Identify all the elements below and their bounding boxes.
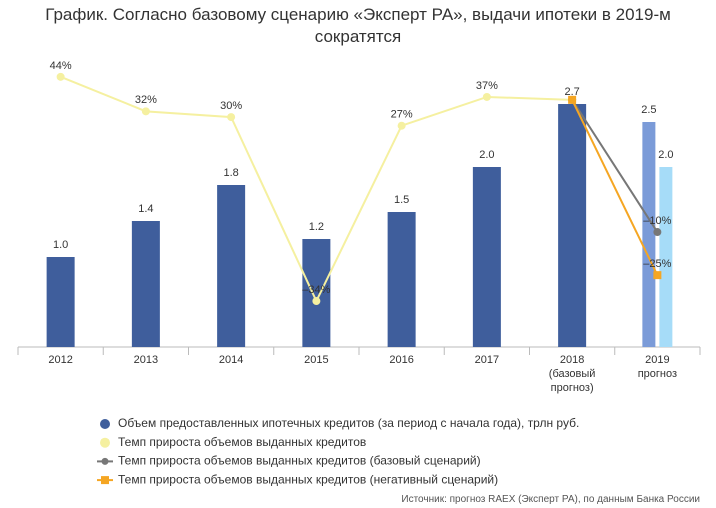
line-value-label: 30% — [220, 100, 242, 112]
legend-label: Темп прироста объемов выданных кредитов — [118, 435, 366, 449]
line-marker — [568, 95, 577, 104]
line-value-label: 37% — [476, 80, 498, 92]
bar-value-label: 2.0 — [479, 149, 494, 161]
bar — [659, 167, 673, 347]
x-tick-label: 2017 — [475, 354, 499, 366]
bar — [46, 257, 75, 347]
bar-value-label: 1.2 — [309, 221, 324, 233]
line-marker — [56, 72, 65, 81]
line-value-label: –34% — [302, 284, 330, 296]
bar-value-label: 1.8 — [223, 167, 238, 179]
line-marker — [312, 297, 321, 306]
line-value-label: 44% — [50, 60, 72, 72]
legend-marker — [100, 437, 110, 448]
line-marker — [141, 107, 150, 116]
x-tick-label: 2013 — [134, 354, 158, 366]
x-tick-label: 2014 — [219, 354, 243, 366]
legend-marker — [101, 457, 109, 465]
legend-marker — [100, 419, 110, 429]
legend-label: Темп прироста объемов выданных кредитов … — [118, 472, 498, 486]
bar-value-label: 2.7 — [564, 86, 579, 98]
bar — [217, 185, 246, 347]
line-value-label: 27% — [391, 109, 413, 121]
line-value-label: 32% — [135, 94, 157, 106]
line-series — [571, 99, 659, 233]
bar-value-label: 1.5 — [394, 194, 409, 206]
bar — [387, 212, 416, 347]
bar-value-label: 1.4 — [138, 203, 153, 215]
bar — [131, 221, 160, 347]
line-marker — [653, 271, 662, 280]
line-marker — [482, 92, 491, 101]
line-value-label: –10% — [643, 215, 671, 227]
legend-marker — [101, 476, 109, 485]
legend-label: Объем предоставленных ипотечных кредитов… — [118, 416, 579, 430]
x-tick-label: 2015 — [304, 354, 328, 366]
line-marker — [227, 113, 236, 122]
bar-value-label: 1.0 — [53, 239, 68, 251]
legend-label: Темп прироста объемов выданных кредитов … — [118, 454, 481, 468]
line-value-label: –25% — [643, 258, 671, 270]
bar-value-label: 2.5 — [641, 104, 656, 116]
x-tick-label: 2016 — [389, 354, 413, 366]
source-note: Источник: прогноз RAEX (Эксперт РА), по … — [401, 494, 700, 505]
line-series — [571, 99, 659, 276]
bar — [302, 239, 331, 347]
x-tick-label: 2019 прогноз — [638, 354, 677, 380]
line-marker — [653, 228, 662, 237]
line-marker — [397, 121, 406, 130]
x-tick-label: 2018 (базовый прогноз) — [549, 354, 596, 394]
bar — [558, 104, 587, 347]
x-tick-label: 2012 — [48, 354, 72, 366]
bar-value-label: 2.0 — [658, 149, 673, 161]
bar — [642, 122, 656, 347]
chart-title: График. Согласно базовому сценарию «Эксп… — [45, 5, 671, 46]
bar — [472, 167, 501, 347]
